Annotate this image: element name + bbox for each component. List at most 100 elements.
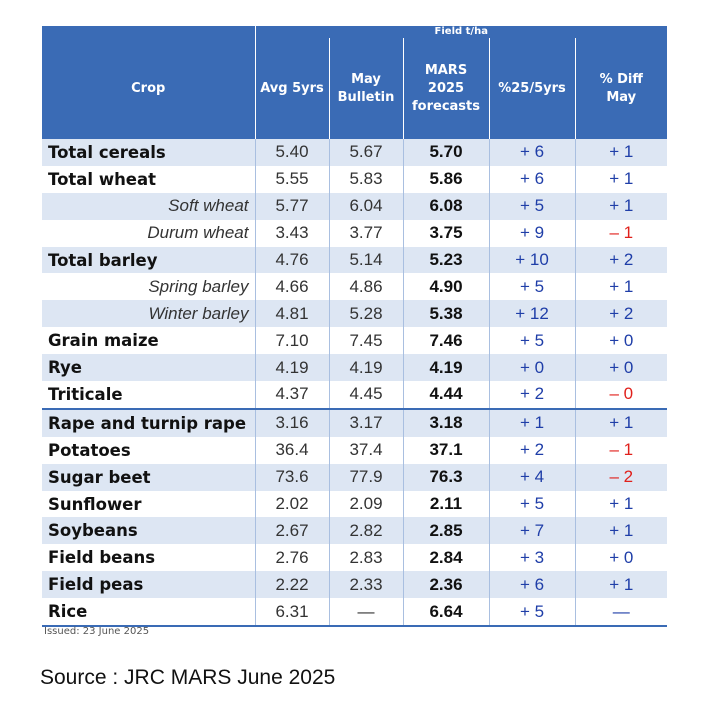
avg-5yrs-value: 5.55 [255, 165, 330, 193]
header-crop: Crop [42, 38, 255, 139]
diff-may-value: + 0 [575, 354, 668, 382]
diff-may-value: + 1 [575, 192, 668, 220]
crop-name: Soybeans [42, 517, 256, 545]
mars-forecast-value: 3.75 [403, 219, 490, 247]
table-row: Rye 4.19 4.19 4.19 + 0 + 0 [42, 354, 668, 382]
avg-5yrs-value: 73.6 [255, 463, 330, 491]
mars-forecast-value: 2.36 [403, 571, 490, 599]
header-pct-5yrs: %25/5yrs [488, 38, 575, 139]
pct-5yrs-value: + 7 [489, 517, 576, 545]
header-mars-line3: forecasts [412, 98, 480, 114]
yield-forecast-table: Field t/ha Crop Avg 5yrs May Bulletin MA… [42, 26, 668, 628]
table-row: Total barley 4.76 5.14 5.23 + 10 + 2 [42, 246, 668, 274]
crop-name: Grain maize [42, 327, 256, 355]
pct-5yrs-value: + 2 [489, 381, 576, 409]
may-bulletin-value: 2.33 [329, 571, 404, 599]
source-caption: Source : JRC MARS June 2025 [40, 666, 336, 689]
may-bulletin-value: 5.14 [329, 246, 404, 274]
pct-5yrs-value: + 4 [489, 463, 576, 491]
avg-5yrs-value: 2.76 [255, 544, 330, 572]
diff-may-value: + 2 [575, 300, 668, 328]
avg-5yrs-value: 2.22 [255, 571, 330, 599]
pct-5yrs-value: + 9 [489, 219, 576, 247]
may-bulletin-value: 6.04 [329, 192, 404, 220]
mars-forecast-value: 4.19 [403, 354, 490, 382]
header-avg-5yrs: Avg 5yrs [254, 38, 329, 139]
may-bulletin-value: 2.82 [329, 517, 404, 545]
diff-may-value: + 1 [575, 571, 668, 599]
may-bulletin-value: — [329, 598, 404, 628]
diff-may-value: – 1 [575, 436, 668, 464]
header-may-line1: May [351, 71, 381, 87]
avg-5yrs-value: 4.37 [255, 381, 330, 409]
crop-name: Soft wheat [42, 192, 256, 220]
header-group-label: Field t/ha [254, 26, 668, 38]
table-row: Grain maize 7.10 7.45 7.46 + 5 + 0 [42, 327, 668, 355]
crop-name: Rye [42, 354, 256, 382]
table-row: Sugar beet 73.6 77.9 76.3 + 4 – 2 [42, 463, 668, 491]
table-row: Total wheat 5.55 5.83 5.86 + 6 + 1 [42, 165, 668, 193]
crop-name: Rice [42, 598, 256, 628]
may-bulletin-value: 2.09 [329, 490, 404, 518]
mars-forecast-value: 2.85 [403, 517, 490, 545]
diff-may-value: – 0 [575, 381, 668, 409]
mars-forecast-value: 5.86 [403, 165, 490, 193]
mars-forecast-value: 5.70 [403, 139, 490, 166]
avg-5yrs-value: 5.77 [255, 192, 330, 220]
pct-5yrs-value: + 2 [489, 436, 576, 464]
pct-5yrs-value: + 5 [489, 598, 576, 628]
pct-5yrs-value: + 1 [489, 407, 576, 437]
mars-forecast-value: 6.64 [403, 598, 490, 628]
crop-name: Spring barley [42, 273, 256, 301]
crop-name: Rape and turnip rape [42, 407, 256, 437]
mars-forecast-value: 37.1 [403, 436, 490, 464]
may-bulletin-value: 37.4 [329, 436, 404, 464]
diff-may-value: — [575, 598, 668, 628]
crop-name: Potatoes [42, 436, 256, 464]
diff-may-value: + 1 [575, 517, 668, 545]
may-bulletin-value: 7.45 [329, 327, 404, 355]
mars-forecast-value: 5.23 [403, 246, 490, 274]
table-row: Rice 6.31 — 6.64 + 5 — [42, 598, 668, 628]
diff-may-value: + 1 [575, 139, 668, 166]
avg-5yrs-value: 7.10 [255, 327, 330, 355]
header-diff-may: % Diff May [574, 38, 668, 139]
avg-5yrs-value: 5.40 [255, 139, 330, 166]
yield-forecast-table-container: Field t/ha Crop Avg 5yrs May Bulletin MA… [42, 26, 668, 628]
mars-forecast-value: 6.08 [403, 192, 490, 220]
crop-name: Total cereals [42, 139, 256, 166]
mars-forecast-value: 3.18 [403, 407, 490, 437]
pct-5yrs-value: + 5 [489, 273, 576, 301]
may-bulletin-value: 3.17 [329, 407, 404, 437]
header-mars-forecasts: MARS 2025 forecasts [402, 38, 489, 139]
crop-name: Total barley [42, 246, 256, 274]
pct-5yrs-value: + 6 [489, 139, 576, 166]
diff-may-value: – 2 [575, 463, 668, 491]
table-row: Sunflower 2.02 2.09 2.11 + 5 + 1 [42, 490, 668, 518]
avg-5yrs-value: 4.19 [255, 354, 330, 382]
avg-5yrs-value: 3.43 [255, 219, 330, 247]
diff-may-value: + 0 [575, 544, 668, 572]
crop-name: Total wheat [42, 165, 256, 193]
mars-forecast-value: 7.46 [403, 327, 490, 355]
crop-name: Winter barley [42, 300, 256, 328]
mars-forecast-value: 4.44 [403, 381, 490, 409]
mars-forecast-value: 76.3 [403, 463, 490, 491]
avg-5yrs-value: 4.66 [255, 273, 330, 301]
may-bulletin-value: 5.83 [329, 165, 404, 193]
may-bulletin-value: 5.67 [329, 139, 404, 166]
avg-5yrs-value: 4.81 [255, 300, 330, 328]
may-bulletin-value: 4.19 [329, 354, 404, 382]
table-row: Spring barley 4.66 4.86 4.90 + 5 + 1 [42, 273, 668, 301]
table-row: Winter barley 4.81 5.28 5.38 + 12 + 2 [42, 300, 668, 328]
diff-may-value: + 1 [575, 407, 668, 437]
header-may-bulletin: May Bulletin [328, 38, 403, 139]
mars-forecast-value: 5.38 [403, 300, 490, 328]
header-mars-line2: 2025 [427, 80, 465, 96]
header-blank [42, 26, 255, 38]
table-row: Triticale 4.37 4.45 4.44 + 2 – 0 [42, 381, 668, 409]
diff-may-value: + 2 [575, 246, 668, 274]
pct-5yrs-value: + 6 [489, 571, 576, 599]
may-bulletin-value: 77.9 [329, 463, 404, 491]
header-diff-line2: May [606, 89, 637, 105]
